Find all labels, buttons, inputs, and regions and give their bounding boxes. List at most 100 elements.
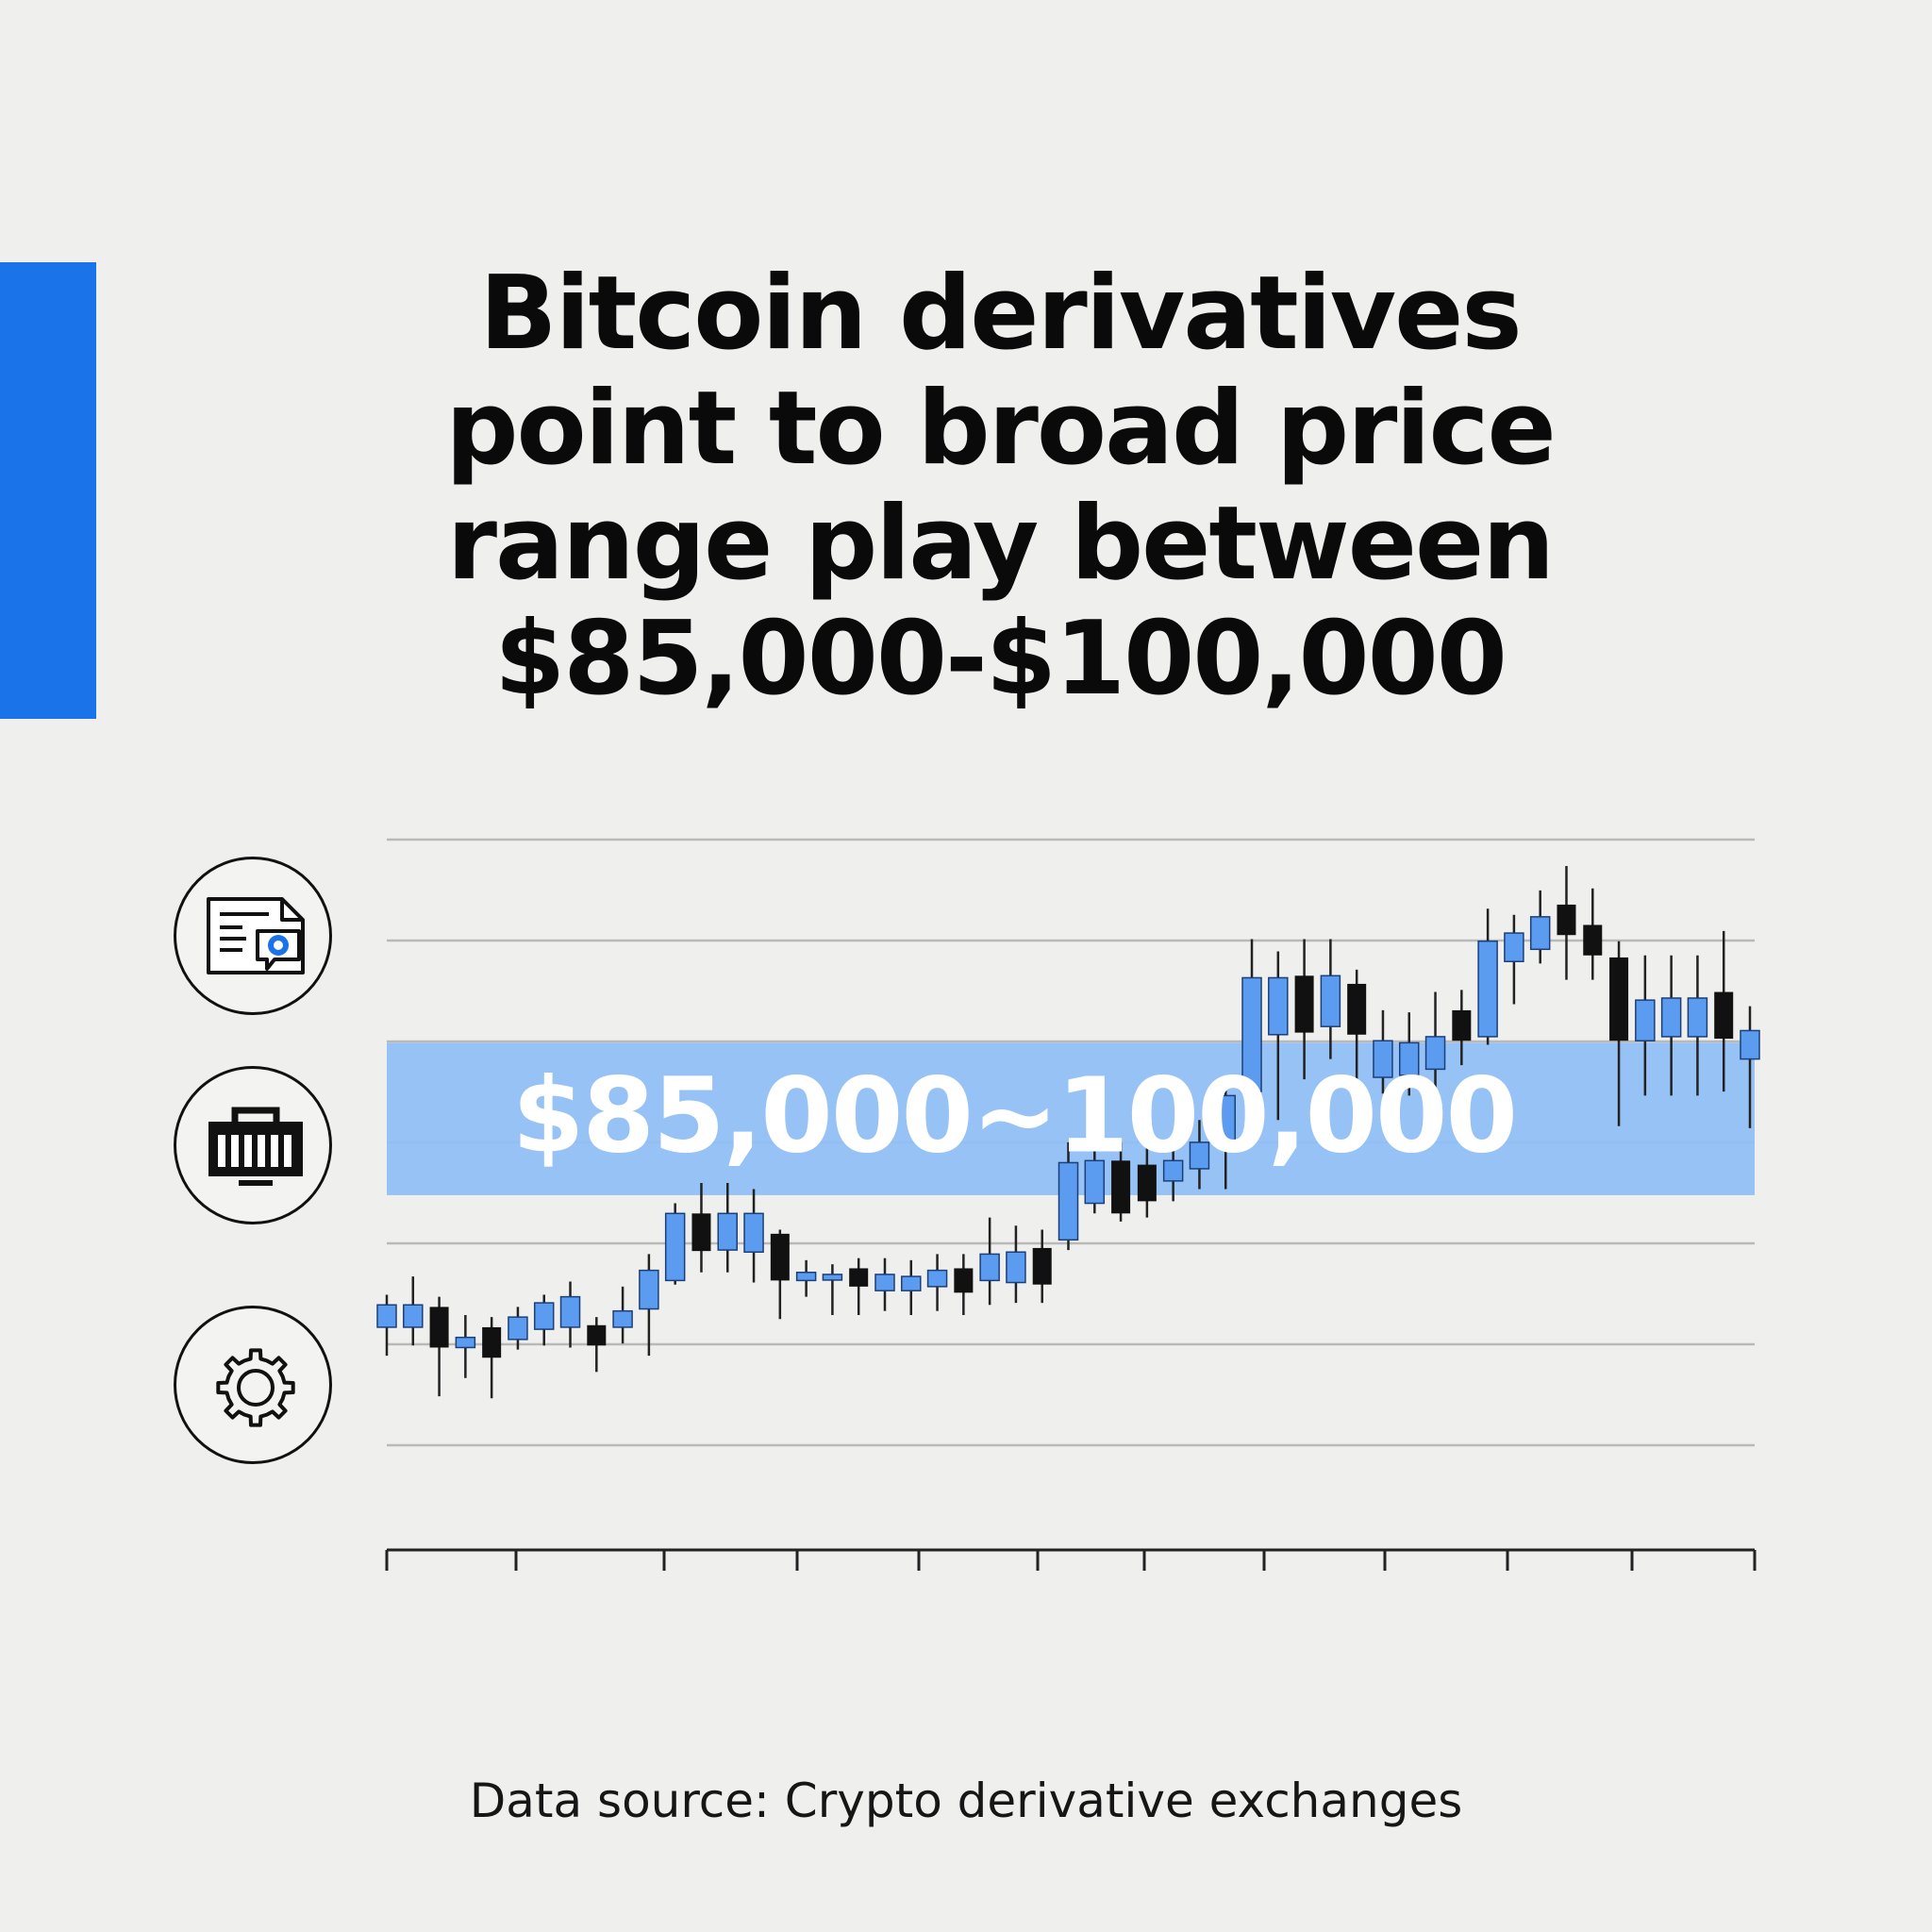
data-source: Data source: Crypto derivative exchanges	[469, 1774, 1463, 1828]
candle-body	[1529, 916, 1551, 951]
candle-body	[1660, 997, 1682, 1038]
candle-body	[954, 1268, 974, 1293]
candle	[1740, 1006, 1760, 1128]
candle	[639, 1254, 659, 1357]
candle-body	[508, 1316, 528, 1341]
candle	[403, 1276, 424, 1346]
candle	[533, 1294, 555, 1346]
candle	[376, 1294, 397, 1357]
candle	[795, 1259, 817, 1297]
candles	[376, 866, 1760, 1399]
candle-body	[717, 1212, 739, 1251]
accent-bar	[0, 262, 96, 719]
candle-body	[901, 1275, 922, 1291]
candle	[1529, 890, 1551, 964]
candle-body	[455, 1336, 476, 1349]
candle-body	[533, 1302, 555, 1330]
candle-body	[429, 1307, 449, 1348]
candle	[482, 1317, 502, 1399]
range-band-label: $85,000~100,000	[512, 1055, 1516, 1175]
candle	[664, 1203, 686, 1285]
candle-body	[1268, 976, 1289, 1036]
candle	[1504, 914, 1524, 1005]
candle-body	[639, 1269, 659, 1310]
candle	[1058, 1141, 1079, 1251]
candle-body	[1477, 940, 1498, 1038]
candle-body	[1294, 975, 1314, 1033]
headline-line-2: point to broad price	[445, 370, 1556, 488]
candle-body	[1424, 1036, 1446, 1071]
headline: Bitcoin derivatives point to broad price…	[283, 257, 1717, 717]
gear-icon-graphic	[216, 1348, 295, 1427]
candle-body	[1241, 976, 1262, 1092]
headline-line-3: range play between	[446, 485, 1555, 603]
candle	[1373, 1009, 1393, 1094]
candle-body	[403, 1304, 424, 1328]
candle	[1111, 1141, 1131, 1222]
candle	[717, 1183, 739, 1273]
candle-body	[482, 1326, 502, 1358]
candle	[1477, 908, 1498, 1045]
candle-body	[770, 1233, 790, 1281]
candle-body	[664, 1212, 686, 1282]
candle-body	[1452, 1009, 1472, 1041]
candle	[1635, 955, 1656, 1096]
candle	[1714, 930, 1734, 1092]
candle	[1557, 866, 1576, 980]
candle	[455, 1315, 476, 1378]
candle	[954, 1254, 974, 1315]
document-chat-icon	[174, 857, 332, 1015]
candle-body	[1609, 957, 1629, 1041]
candle-body	[1215, 1094, 1236, 1141]
candle-body	[1162, 1159, 1184, 1182]
candle-body	[1347, 983, 1367, 1035]
candle	[743, 1189, 764, 1283]
candle-body	[1084, 1159, 1106, 1205]
candle	[1687, 955, 1708, 1096]
candle	[1452, 990, 1472, 1066]
candlestick-chart: $85,000~100,000	[376, 838, 1760, 1571]
candle-body	[743, 1212, 764, 1253]
candle-body	[1398, 1041, 1420, 1076]
candle	[1006, 1225, 1026, 1304]
candle	[691, 1183, 711, 1273]
candle-body	[874, 1274, 895, 1291]
candle-body	[1032, 1247, 1052, 1285]
exchange-building-icon-graphic	[208, 1107, 303, 1186]
document-chat-icon-graphic	[207, 897, 305, 974]
gear-icon	[174, 1306, 332, 1464]
candle	[508, 1307, 528, 1350]
headline-line-4: $85,000-$100,000	[494, 600, 1507, 718]
candle	[1294, 939, 1314, 1080]
candle-body	[1740, 1029, 1760, 1060]
candle-body	[1373, 1040, 1393, 1078]
candle-body	[587, 1324, 607, 1346]
exchange-building-icon	[174, 1066, 332, 1224]
candle-body	[376, 1304, 397, 1328]
candle-body	[1189, 1141, 1210, 1170]
candle-body	[1635, 999, 1656, 1041]
candle-body	[979, 1253, 1000, 1282]
candle-body	[795, 1272, 817, 1282]
candle	[587, 1317, 607, 1373]
candle	[612, 1286, 633, 1344]
candle-body	[1137, 1164, 1157, 1202]
candle-body	[612, 1309, 633, 1328]
candle	[901, 1259, 922, 1315]
candle	[874, 1257, 895, 1311]
candle	[1320, 939, 1341, 1059]
candle	[1241, 939, 1262, 1145]
x-axis	[385, 1548, 1757, 1571]
candle-body	[1504, 932, 1524, 962]
candle-body	[1111, 1160, 1131, 1214]
candle	[979, 1217, 1000, 1306]
candle	[926, 1254, 948, 1311]
candle	[1032, 1229, 1052, 1304]
candle-body	[822, 1274, 843, 1281]
candle	[1347, 969, 1367, 1080]
candle	[770, 1229, 790, 1320]
candle	[1189, 1120, 1210, 1190]
candle-body	[1557, 904, 1576, 936]
candle-body	[1714, 991, 1734, 1040]
candle	[1424, 991, 1446, 1092]
